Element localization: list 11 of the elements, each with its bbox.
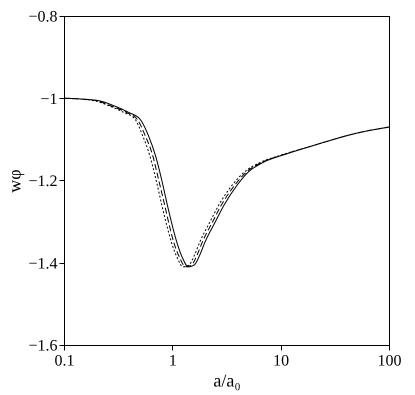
y-tick-label: −1.6 <box>28 338 58 354</box>
x-tick-label: 100 <box>378 352 402 370</box>
y-tick-label: −1 <box>40 90 58 108</box>
y-tick-label: −0.8 <box>28 8 58 26</box>
y-tick-label: −1.4 <box>28 255 58 272</box>
y-tick-label: −1.2 <box>28 173 58 190</box>
x-tick-label: 1 <box>168 352 177 370</box>
y-axis-title: wφ <box>4 169 24 193</box>
x-tick-label: 0.1 <box>54 352 74 370</box>
x-tick-label: 10 <box>273 352 290 370</box>
x-axis-title: a/a₀ <box>213 370 241 390</box>
